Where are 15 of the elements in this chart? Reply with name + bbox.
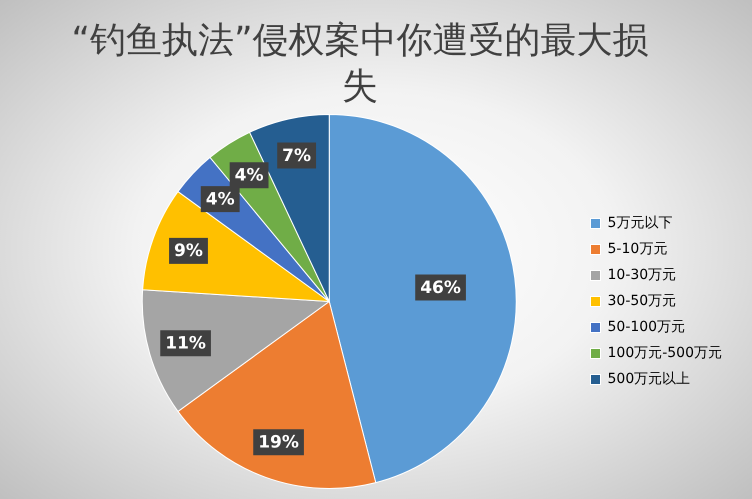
legend-label: 5万元以下 <box>608 215 672 232</box>
legend-label: 10-30万元 <box>608 267 676 284</box>
data-label: 11% <box>165 334 206 354</box>
legend-label: 100万元-500万元 <box>608 345 722 362</box>
data-label: 9% <box>174 241 203 262</box>
data-label: 19% <box>258 432 299 453</box>
data-label: 46% <box>420 278 461 298</box>
legend-label: 5-10万元 <box>608 241 668 258</box>
legend-label: 30-50万元 <box>608 293 676 310</box>
data-label: 4% <box>234 166 264 186</box>
data-label: 4% <box>206 190 235 210</box>
legend-label: 500万元以上 <box>608 371 690 388</box>
legend-label: 50-100万元 <box>608 319 686 336</box>
data-label: 7% <box>282 146 312 166</box>
chart-title: “钓鱼执法”侵权案中你遭受的最大损失 <box>70 19 650 109</box>
